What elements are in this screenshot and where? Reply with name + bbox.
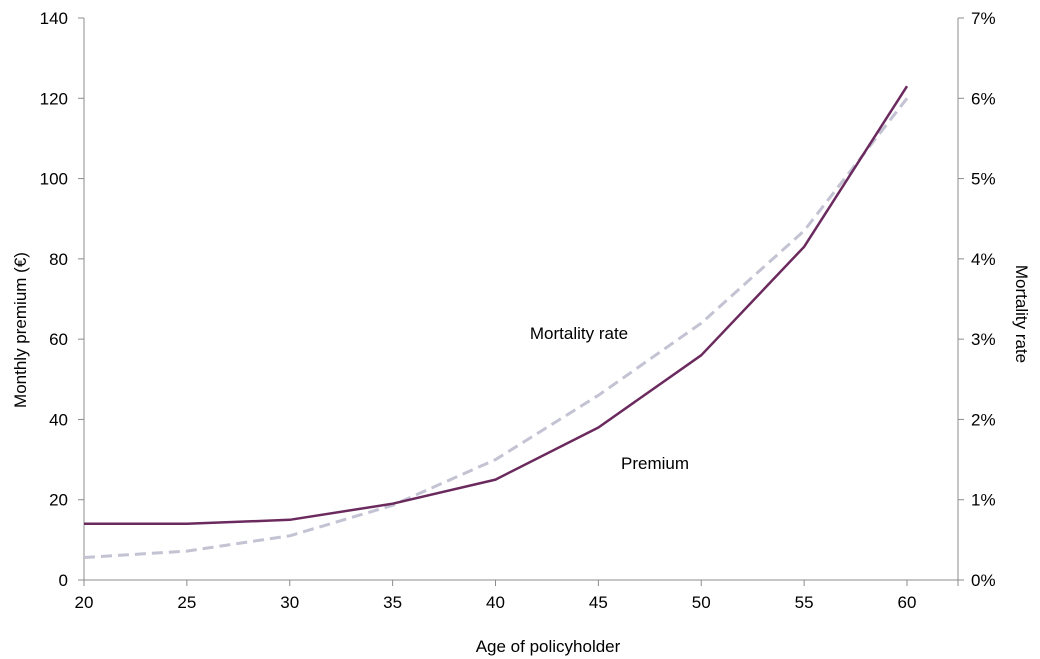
x-axis-label: Age of policyholder	[476, 637, 621, 656]
x-tick-label: 50	[692, 593, 711, 612]
series-line-mortality-rate	[83, 97, 909, 559]
x-tick-label: 35	[383, 593, 402, 612]
y-left-tick-label: 100	[40, 170, 68, 189]
y-left-tick-label: 0	[59, 571, 68, 590]
y-left-tick-label: 120	[40, 89, 68, 108]
x-tick-label: 30	[280, 593, 299, 612]
x-tick-label: 25	[177, 593, 196, 612]
y-left-tick-label: 20	[49, 491, 68, 510]
x-tick-label: 55	[795, 593, 814, 612]
y-right-tick-label: 1%	[971, 491, 996, 510]
y-right-tick-label: 2%	[971, 410, 996, 429]
x-tick-label: 45	[589, 593, 608, 612]
y-left-tick-label: 60	[49, 330, 68, 349]
y-axis-label-left: Monthly premium (€)	[11, 252, 30, 408]
y-axis-label-right: Mortality rate	[1012, 265, 1031, 363]
y-right-tick-label: 0%	[971, 571, 996, 590]
y-left-tick-label: 140	[40, 9, 68, 28]
series-lines	[83, 85, 909, 559]
y-left-tick-label: 40	[49, 410, 68, 429]
x-tick-label: 40	[486, 593, 505, 612]
series-line-premium	[84, 85, 909, 526]
x-tick-label: 60	[898, 593, 917, 612]
series-label-premium: Premium	[621, 454, 689, 473]
series-label-mortality-rate: Mortality rate	[530, 324, 628, 343]
y-right-tick-label: 3%	[971, 330, 996, 349]
y-right-tick-label: 5%	[971, 170, 996, 189]
y-right-tick-label: 7%	[971, 9, 996, 28]
axes	[78, 17, 964, 586]
y-right-tick-label: 4%	[971, 250, 996, 269]
x-tick-label: 20	[75, 593, 94, 612]
y-right-tick-label: 6%	[971, 89, 996, 108]
y-left-tick-label: 80	[49, 250, 68, 269]
tick-labels: 0 20 40 60 80 100 120 140 0% 1% 2% 3% 4% 5% 6% 7% 20 25 30…	[40, 9, 996, 612]
